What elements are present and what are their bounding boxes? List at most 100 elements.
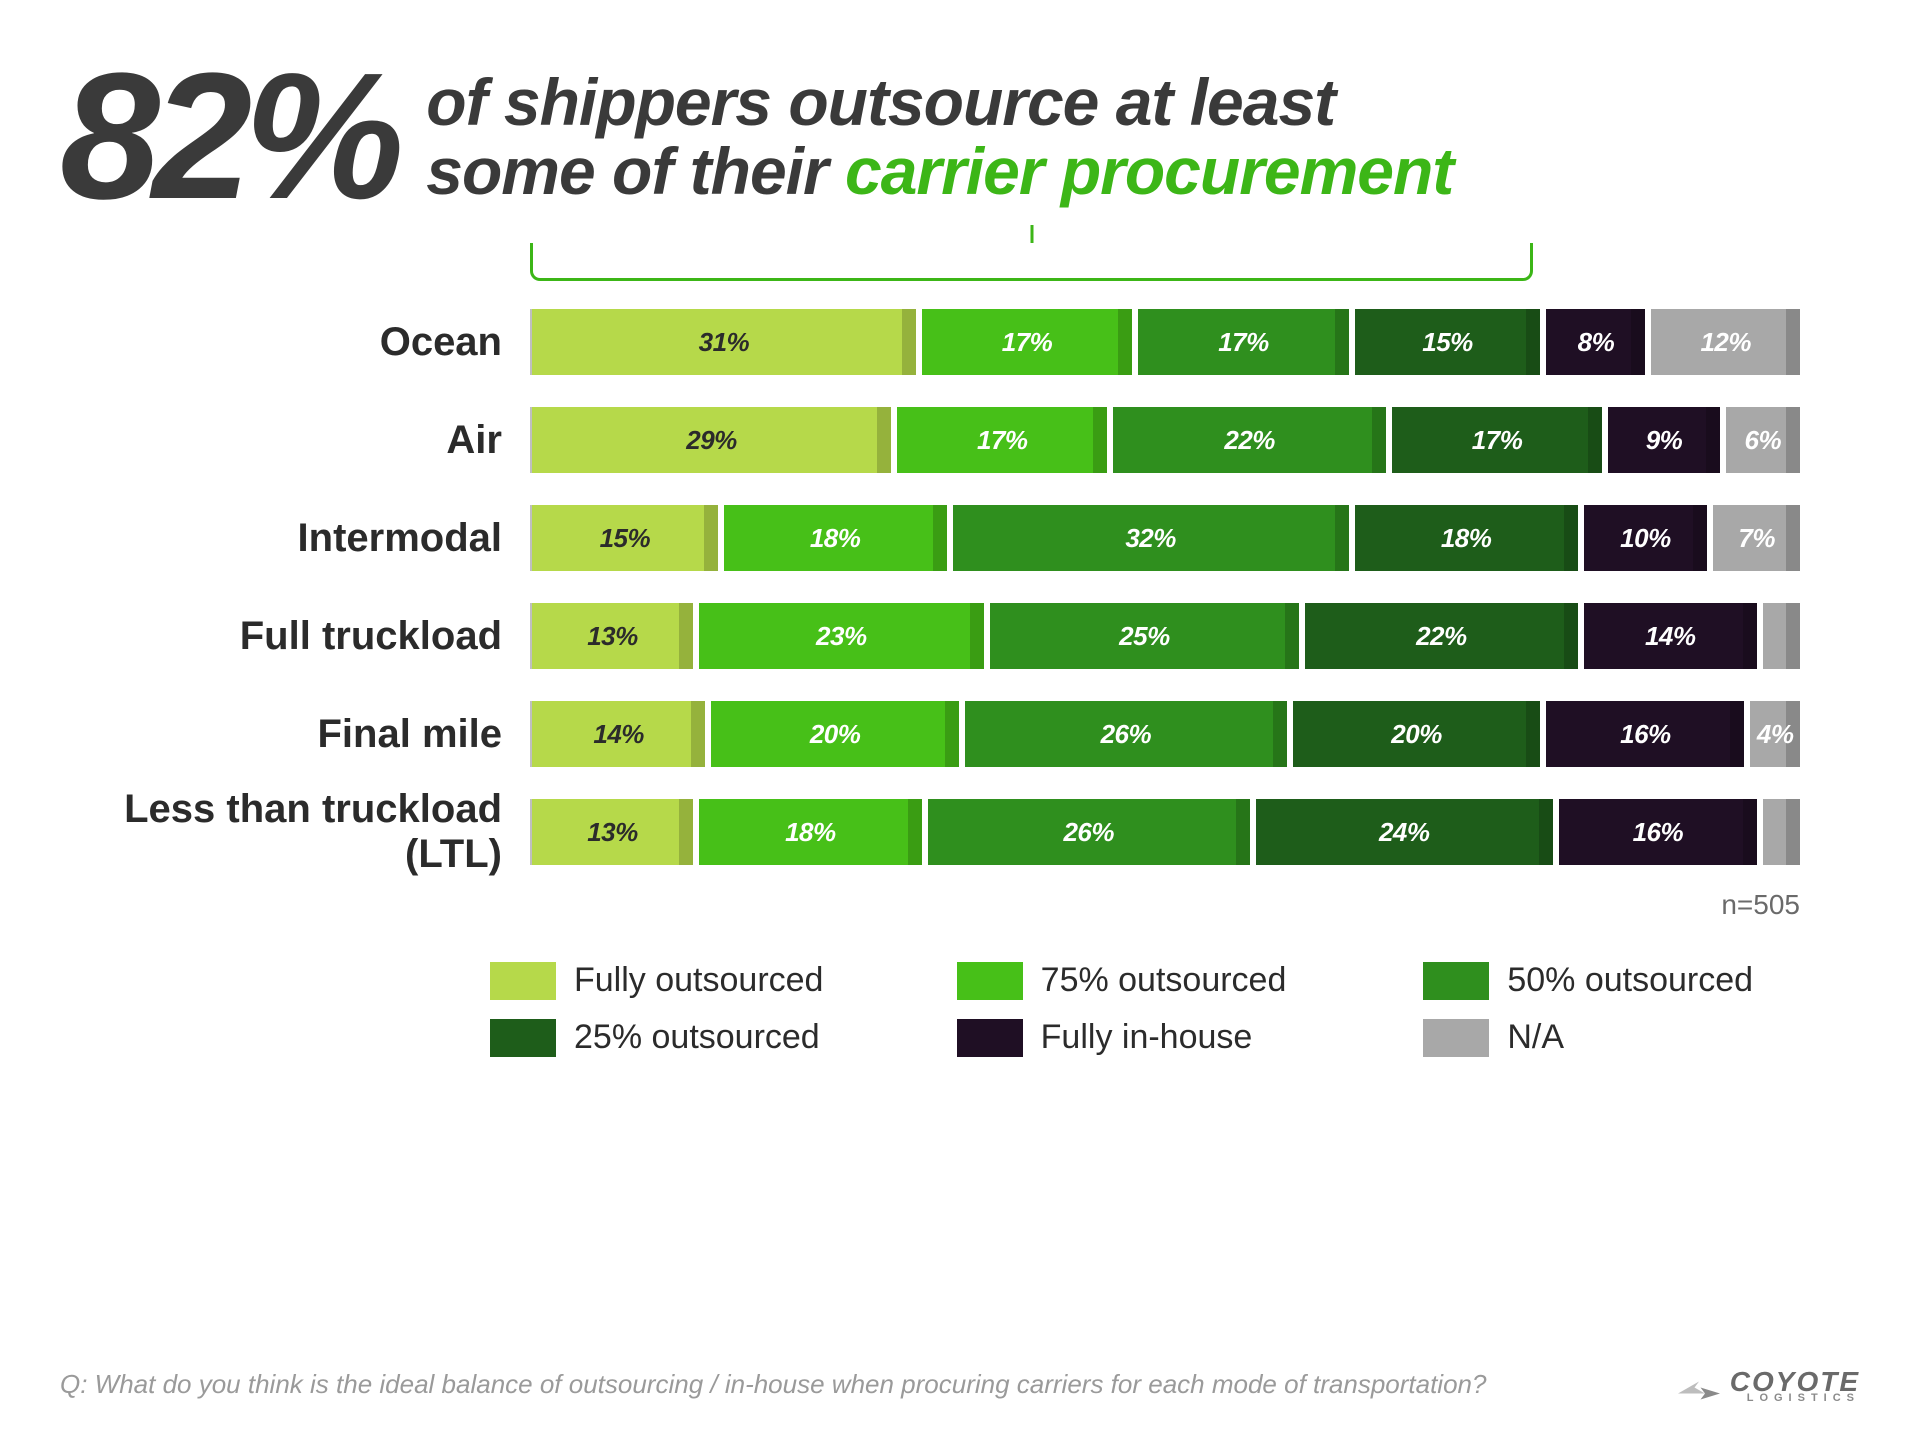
legend: Fully outsourced75% outsourced50% outsou… — [490, 961, 1860, 1057]
coyote-arrow-icon — [1676, 1371, 1722, 1401]
legend-item: 25% outsourced — [490, 1018, 927, 1057]
bar-segment: 18% — [699, 799, 922, 865]
headline-text: of shippers outsource at least some of t… — [426, 60, 1453, 207]
stacked-bar: 13%18%26%24%16% — [530, 799, 1800, 865]
logo-sub: LOGISTICS — [1730, 1394, 1860, 1404]
bar-segment: 20% — [1293, 701, 1541, 767]
bar-segment: 29% — [532, 407, 891, 473]
segment-shade — [1118, 309, 1132, 375]
segment-value: 16% — [1633, 817, 1684, 848]
headline: 82% of shippers outsource at least some … — [60, 60, 1860, 213]
segment-shade — [1743, 799, 1757, 865]
segment-shade — [1526, 701, 1540, 767]
logo-main: COYOTE — [1730, 1369, 1860, 1394]
headline-line2-prefix: some of their — [426, 134, 845, 208]
segment-shade — [902, 309, 916, 375]
segment-shade — [1786, 309, 1800, 375]
bar-segment: 7% — [1713, 505, 1800, 571]
segment-value: 15% — [1422, 327, 1473, 358]
segment-value: 16% — [1620, 719, 1671, 750]
bar-segment: 17% — [897, 407, 1107, 473]
bracket-icon — [530, 243, 1533, 281]
bar-segment: 22% — [1113, 407, 1385, 473]
segment-shade — [704, 505, 718, 571]
bar-segment: 15% — [1355, 309, 1541, 375]
bar-segment — [1763, 799, 1800, 865]
segment-shade — [679, 603, 693, 669]
chart-row: Ocean 31% 17% 17% 15% 8% 12% — [100, 293, 1800, 391]
segment-shade — [1539, 799, 1553, 865]
segment-shade — [908, 799, 922, 865]
row-label: Full truckload — [100, 614, 530, 659]
bar-segment: 20% — [711, 701, 959, 767]
segment-shade — [1786, 799, 1800, 865]
bar-segment: 13% — [532, 799, 693, 865]
chart-row: Less than truckload (LTL)13%18%26%24%16% — [100, 783, 1800, 881]
segment-shade — [1526, 309, 1540, 375]
logo-text: COYOTE LOGISTICS — [1730, 1369, 1860, 1404]
row-label: Ocean — [100, 320, 530, 365]
segment-shade — [1786, 603, 1800, 669]
legend-label: N/A — [1507, 1018, 1564, 1057]
legend-label: 50% outsourced — [1507, 961, 1753, 1000]
segment-shade — [1273, 701, 1287, 767]
segment-value: 25% — [1119, 621, 1170, 652]
segment-shade — [1730, 701, 1744, 767]
segment-value: 20% — [1391, 719, 1442, 750]
bar-segment: 17% — [922, 309, 1132, 375]
segment-value: 32% — [1125, 523, 1176, 554]
stacked-bar: 29%17%22%17%9%6% — [530, 407, 1800, 473]
segment-value: 23% — [816, 621, 867, 652]
bar-segment: 25% — [990, 603, 1300, 669]
segment-value: 14% — [593, 719, 644, 750]
bar-segment: 24% — [1256, 799, 1553, 865]
segment-value: 18% — [785, 817, 836, 848]
headline-line2-accent: carrier procurement — [845, 134, 1453, 208]
segment-value: 18% — [810, 523, 861, 554]
segment-value: 12% — [1700, 327, 1751, 358]
segment-value: 9% — [1646, 425, 1683, 456]
segment-value: 31% — [699, 327, 750, 358]
bar-segment: 18% — [724, 505, 947, 571]
segment-value: 10% — [1620, 523, 1671, 554]
bar-segment: 14% — [532, 701, 705, 767]
bar-segment: 18% — [1355, 505, 1578, 571]
legend-item: Fully in-house — [957, 1018, 1394, 1057]
legend-item: Fully outsourced — [490, 961, 927, 1000]
bar-segment: 23% — [699, 603, 984, 669]
row-label: Final mile — [100, 712, 530, 757]
segment-shade — [877, 407, 891, 473]
segment-shade — [1093, 407, 1107, 473]
segment-value: 13% — [587, 817, 638, 848]
bar-segment: 16% — [1546, 701, 1744, 767]
segment-value: 17% — [1218, 327, 1269, 358]
legend-swatch — [490, 962, 556, 1000]
sample-size: n=505 — [60, 889, 1800, 921]
legend-swatch — [1423, 1019, 1489, 1057]
bar-segment: 13% — [532, 603, 693, 669]
segment-shade — [1743, 603, 1757, 669]
segment-shade — [1372, 407, 1386, 473]
segment-shade — [679, 799, 693, 865]
segment-value: 4% — [1757, 719, 1794, 750]
bar-segment: 10% — [1584, 505, 1708, 571]
legend-swatch — [957, 962, 1023, 1000]
segment-shade — [691, 701, 705, 767]
bar-segment: 9% — [1608, 407, 1719, 473]
chart-row: Full truckload13%23%25%22%14% — [100, 587, 1800, 685]
bar-segment: 15% — [532, 505, 718, 571]
segment-shade — [1236, 799, 1250, 865]
bar-segment: 26% — [965, 701, 1287, 767]
chart-row: Intermodal15%18%32%18%10%7% — [100, 489, 1800, 587]
chart-row: Air29%17%22%17%9%6% — [100, 391, 1800, 489]
segment-shade — [1285, 603, 1299, 669]
segment-shade — [1786, 505, 1800, 571]
stacked-bar: 14% 20% 26% 20% 16% 4% — [530, 701, 1800, 767]
segment-value: 20% — [810, 719, 861, 750]
segment-shade — [1335, 309, 1349, 375]
bar-segment: 8% — [1546, 309, 1645, 375]
segment-value: 8% — [1578, 327, 1615, 358]
segment-value: 18% — [1441, 523, 1492, 554]
legend-label: Fully outsourced — [574, 961, 823, 1000]
segment-shade — [1564, 603, 1578, 669]
